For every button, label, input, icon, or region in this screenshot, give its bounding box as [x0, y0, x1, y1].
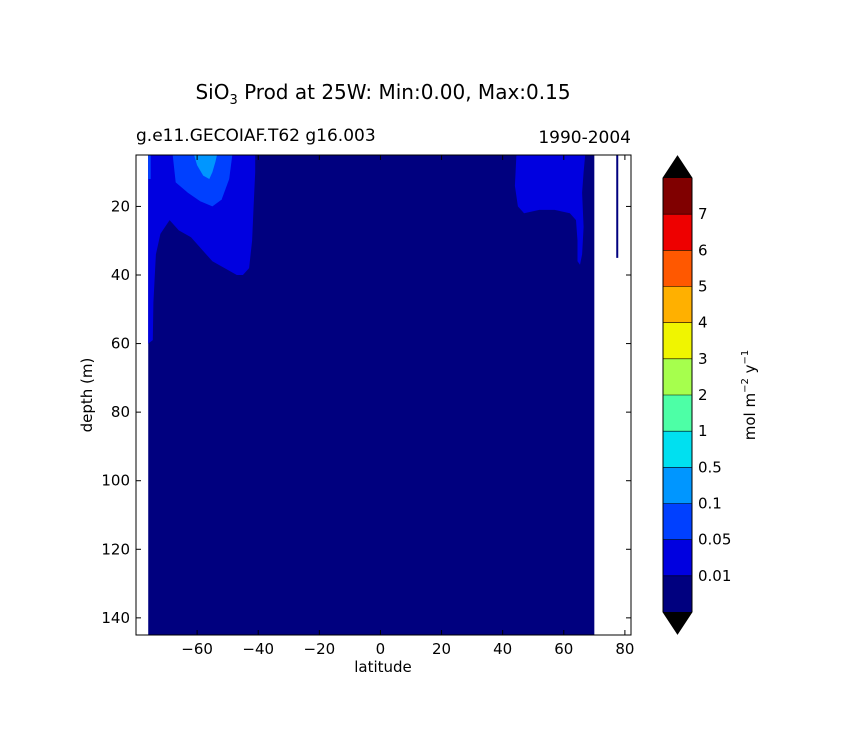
y-tick-label: 60 — [111, 335, 130, 353]
colorbar-segment — [663, 178, 692, 215]
colorbar-segment — [663, 539, 692, 576]
colorbar-segment — [663, 322, 692, 359]
chart-subtitle-left: g.e11.GECOIAF.T62 g16.003 — [136, 126, 376, 146]
y-tick-label: 120 — [101, 540, 130, 558]
plot-frame — [135, 154, 632, 636]
colorbar-outline — [662, 155, 693, 635]
colorbar-level-label: 1 — [698, 422, 708, 440]
colorbar-level-label: 2 — [698, 386, 708, 404]
x-tick-label: 80 — [615, 640, 634, 658]
colorbar-level-label: 0.5 — [698, 458, 722, 476]
colorbar-level-label: 4 — [698, 314, 708, 332]
colorbar-level-label: 6 — [698, 241, 708, 259]
colorbar-segment — [663, 575, 692, 612]
x-axis-label: latitude — [354, 658, 412, 676]
contour-south-0.05 — [172, 155, 233, 207]
colorbar-segment — [663, 467, 692, 504]
colorbar-extend-min — [663, 612, 692, 634]
x-tick-label: −60 — [181, 640, 213, 658]
colorbar-segment — [663, 214, 692, 251]
colorbar: 0.01 0.05 0.1 0.5 1 2 3 4 5 6 7 — [662, 155, 731, 635]
colorbar-segment — [663, 358, 692, 395]
contour-north-0.01 — [514, 155, 586, 265]
colorbar-level-label: 3 — [698, 350, 708, 368]
x-tick-label: −40 — [242, 640, 274, 658]
colorbar-label-sup2: −1 — [740, 350, 751, 365]
colorbar-level-label: 7 — [698, 205, 708, 223]
y-tick-label: 140 — [101, 609, 130, 627]
colorbar-level-label: 0.01 — [698, 567, 731, 585]
colorbar-segment — [663, 503, 692, 540]
colorbar-label-mid: y — [741, 364, 759, 378]
colorbar-segment — [663, 431, 692, 468]
colorbar-extend-max — [663, 156, 692, 178]
colorbar-level-label: 0.1 — [698, 495, 722, 513]
contour-south-edge-0.05 — [148, 155, 151, 179]
x-tick-label: 40 — [493, 640, 512, 658]
colorbar-segment — [663, 395, 692, 432]
chart-title: SiO3 Prod at 25W: Min:0.00, Max:0.15 — [195, 80, 570, 108]
colorbar-label-main: mol m — [741, 393, 759, 440]
contour-south-0.1 — [194, 155, 217, 179]
x-tick-label: 20 — [432, 640, 451, 658]
colorbar-level-label: 0.05 — [698, 531, 731, 549]
contour-south-0.01 — [148, 155, 256, 344]
chart-title-subscript: 3 — [229, 93, 237, 108]
plot-area: −60 −40 −20 0 20 40 60 80 20 40 60 80 100 120 140 — [101, 154, 634, 658]
colorbar-level-label: 5 — [698, 278, 708, 296]
y-tick-label: 40 — [111, 266, 130, 284]
x-tick-label: 60 — [554, 640, 573, 658]
y-axis-label: depth (m) — [78, 358, 96, 433]
y-tick-label: 20 — [111, 197, 130, 215]
x-tick-label: −20 — [304, 640, 336, 658]
colorbar-segment — [663, 250, 692, 287]
chart-subtitle-right: 1990-2004 — [538, 128, 631, 148]
colorbar-label: mol m−2 y−1 — [740, 350, 759, 441]
colorbar-segment — [663, 286, 692, 323]
y-tick-label: 100 — [101, 472, 130, 490]
chart-title-rest: Prod at 25W: Min:0.00, Max:0.15 — [238, 80, 571, 104]
x-tick-label: 0 — [376, 640, 386, 658]
chart-title-main: SiO — [195, 80, 229, 104]
colorbar-label-sup1: −2 — [740, 378, 751, 393]
y-tick-label: 80 — [111, 403, 130, 421]
